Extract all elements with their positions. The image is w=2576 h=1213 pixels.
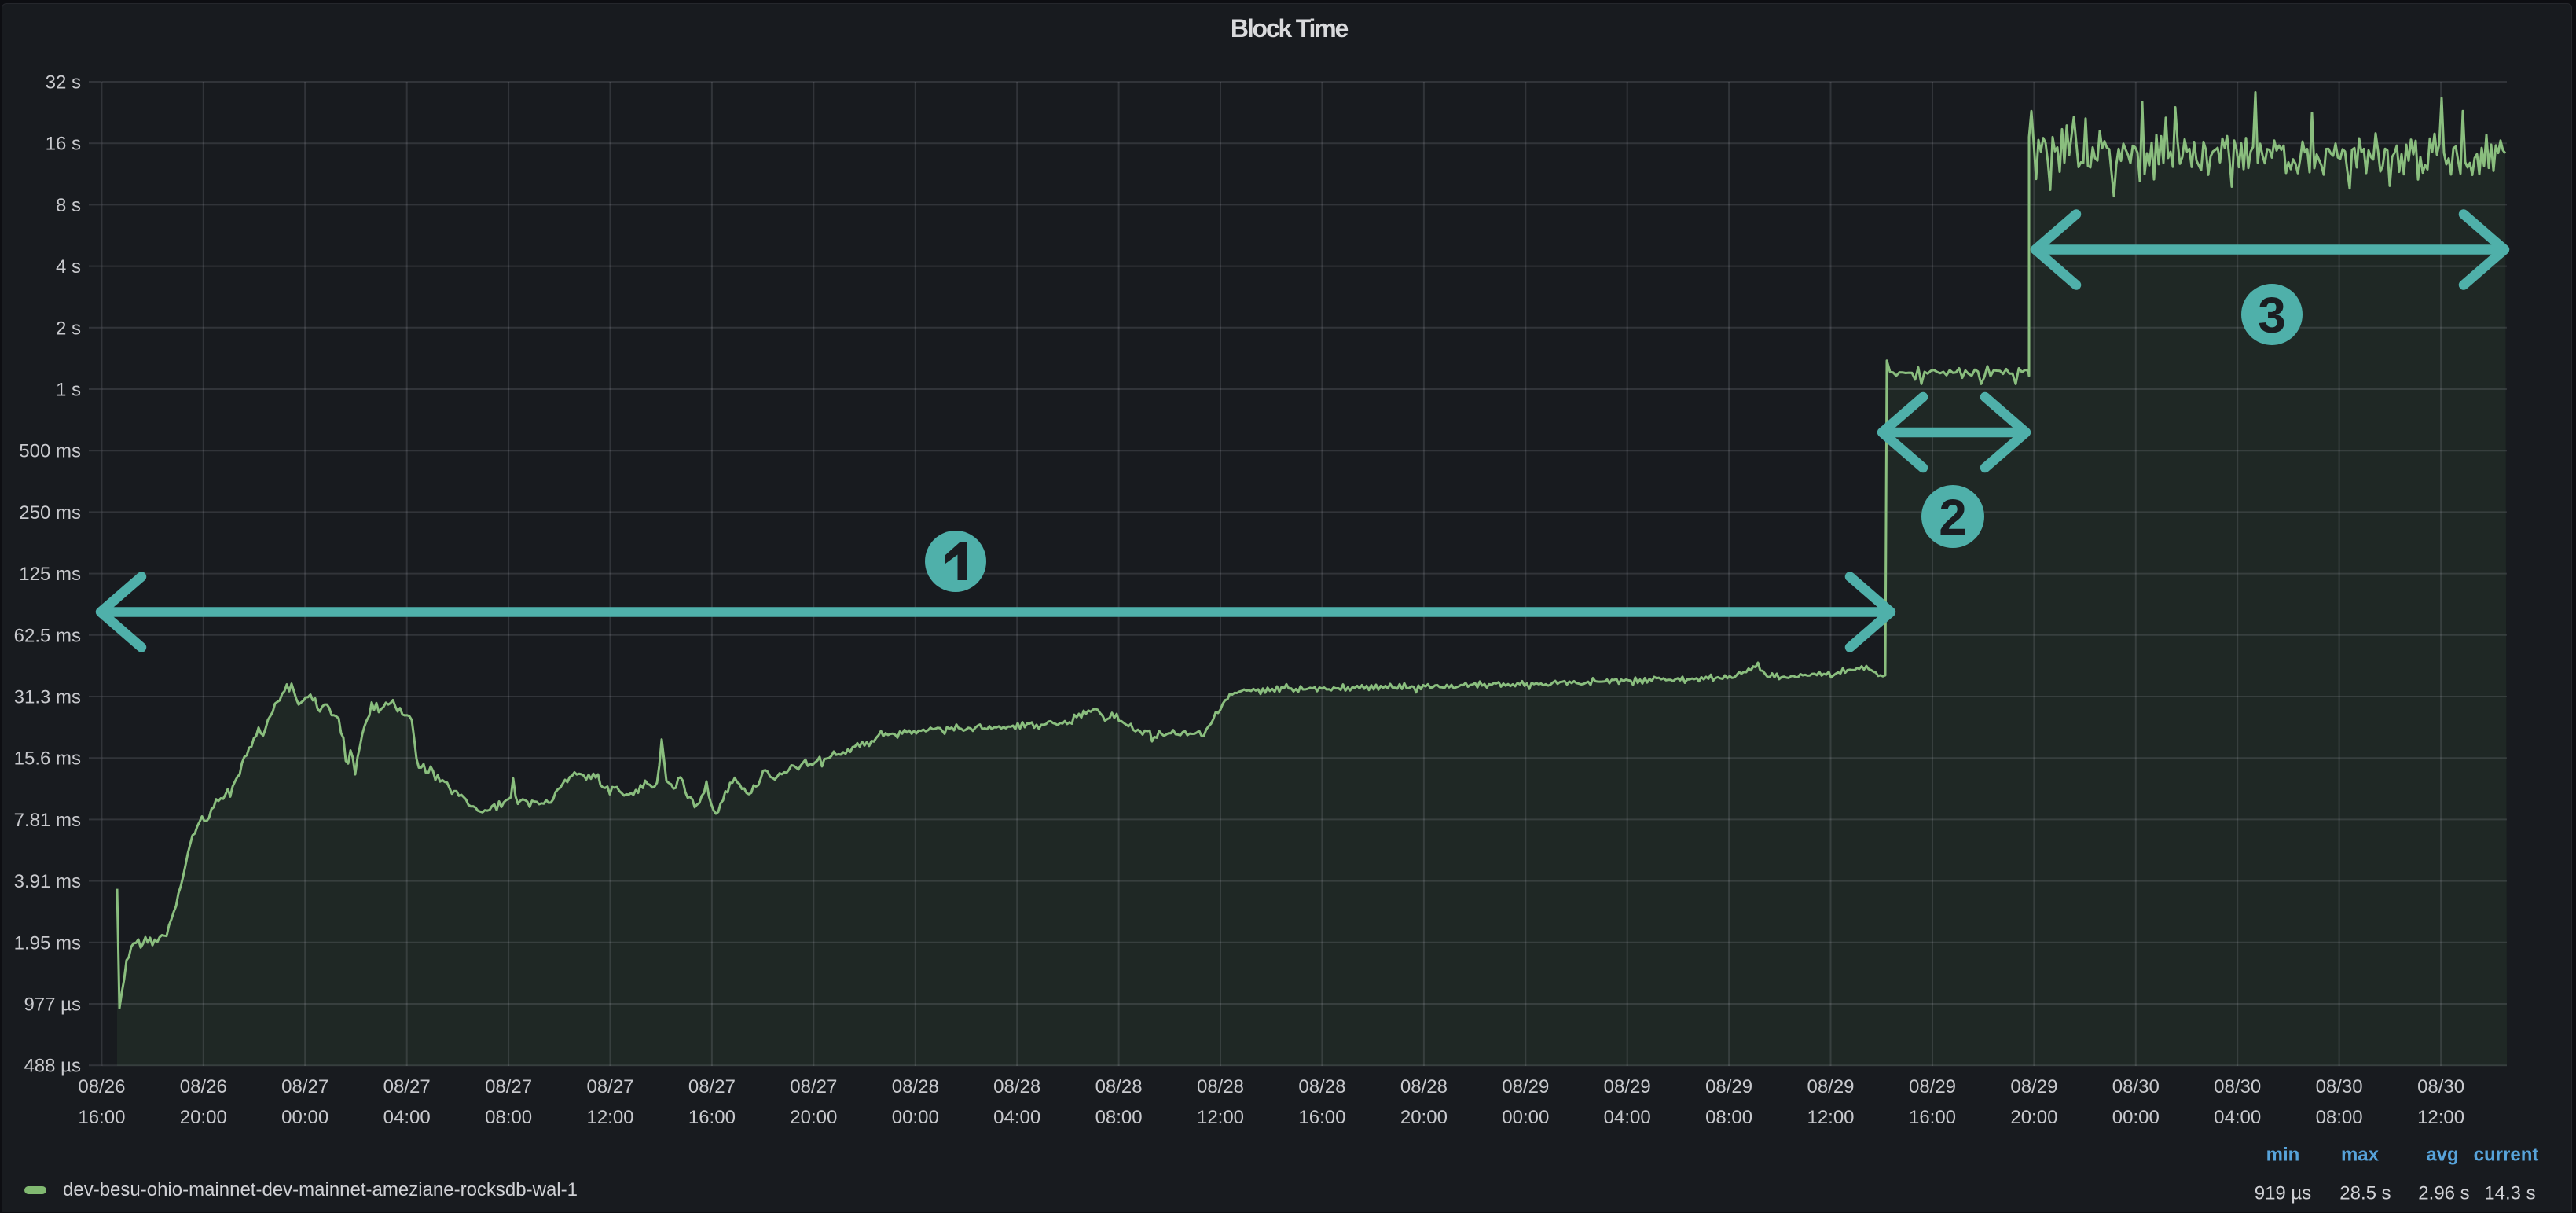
svg-text:32 s: 32 s <box>46 72 81 94</box>
svg-text:04:00: 04:00 <box>993 1107 1040 1128</box>
svg-text:2: 2 <box>1939 489 1967 546</box>
svg-text:min: min <box>2266 1145 2300 1166</box>
svg-text:04:00: 04:00 <box>2214 1107 2261 1128</box>
svg-text:08/29: 08/29 <box>1807 1076 1854 1097</box>
svg-text:2.96 s: 2.96 s <box>2418 1183 2469 1204</box>
svg-text:7.81 ms: 7.81 ms <box>14 810 81 831</box>
svg-text:20:00: 20:00 <box>2010 1107 2057 1128</box>
svg-text:08/30: 08/30 <box>2417 1076 2464 1097</box>
svg-text:08:00: 08:00 <box>2316 1107 2363 1128</box>
svg-text:00:00: 00:00 <box>2112 1107 2160 1128</box>
svg-text:08/27: 08/27 <box>383 1076 431 1097</box>
svg-text:08/27: 08/27 <box>485 1076 532 1097</box>
svg-text:14.3 s: 14.3 s <box>2484 1183 2535 1204</box>
svg-text:2 s: 2 s <box>56 318 81 339</box>
svg-text:20:00: 20:00 <box>790 1107 837 1128</box>
svg-text:08:00: 08:00 <box>1705 1107 1752 1128</box>
svg-text:08/30: 08/30 <box>2316 1076 2363 1097</box>
svg-text:1 s: 1 s <box>56 380 81 401</box>
svg-text:4 s: 4 s <box>56 256 81 278</box>
svg-text:Block Time: Block Time <box>1231 14 1349 42</box>
svg-text:20:00: 20:00 <box>1400 1107 1448 1128</box>
svg-text:12:00: 12:00 <box>2417 1107 2464 1128</box>
svg-text:62.5 ms: 62.5 ms <box>14 625 81 646</box>
svg-text:dev-besu-ohio-mainnet-dev-main: dev-besu-ohio-mainnet-dev-mainnet-amezia… <box>63 1179 578 1200</box>
svg-text:00:00: 00:00 <box>281 1107 328 1128</box>
svg-text:15.6 ms: 15.6 ms <box>14 748 81 770</box>
svg-text:08/30: 08/30 <box>2214 1076 2261 1097</box>
svg-text:28.5 s: 28.5 s <box>2339 1183 2391 1204</box>
svg-text:488 µs: 488 µs <box>24 1056 81 1077</box>
svg-text:08/27: 08/27 <box>688 1076 736 1097</box>
svg-text:08:00: 08:00 <box>485 1107 532 1128</box>
svg-text:08:00: 08:00 <box>1095 1107 1143 1128</box>
svg-text:08/26: 08/26 <box>78 1076 125 1097</box>
svg-text:16:00: 16:00 <box>78 1107 125 1128</box>
svg-text:919 µs: 919 µs <box>2255 1183 2312 1204</box>
svg-text:08/28: 08/28 <box>1400 1076 1448 1097</box>
svg-text:current: current <box>2474 1145 2539 1166</box>
svg-text:250 ms: 250 ms <box>19 502 81 524</box>
svg-text:08/28: 08/28 <box>993 1076 1040 1097</box>
svg-text:1.95 ms: 1.95 ms <box>14 932 81 954</box>
svg-text:avg: avg <box>2426 1145 2458 1166</box>
svg-text:125 ms: 125 ms <box>19 564 81 585</box>
svg-text:08/28: 08/28 <box>892 1076 939 1097</box>
svg-text:00:00: 00:00 <box>1502 1107 1549 1128</box>
svg-text:08/29: 08/29 <box>1705 1076 1752 1097</box>
svg-text:08/27: 08/27 <box>281 1076 328 1097</box>
svg-text:16:00: 16:00 <box>1298 1107 1345 1128</box>
svg-text:16:00: 16:00 <box>1909 1107 1956 1128</box>
svg-text:3.91 ms: 3.91 ms <box>14 871 81 892</box>
svg-text:16:00: 16:00 <box>688 1107 736 1128</box>
svg-text:08/26: 08/26 <box>180 1076 227 1097</box>
svg-text:08/27: 08/27 <box>790 1076 837 1097</box>
svg-text:12:00: 12:00 <box>1197 1107 1244 1128</box>
svg-text:04:00: 04:00 <box>383 1107 431 1128</box>
svg-text:04:00: 04:00 <box>1604 1107 1651 1128</box>
svg-text:08/29: 08/29 <box>1604 1076 1651 1097</box>
svg-text:08/29: 08/29 <box>1909 1076 1956 1097</box>
svg-text:08/28: 08/28 <box>1197 1076 1244 1097</box>
svg-text:20:00: 20:00 <box>180 1107 227 1128</box>
svg-text:08/30: 08/30 <box>2112 1076 2160 1097</box>
svg-text:00:00: 00:00 <box>892 1107 939 1128</box>
svg-text:12:00: 12:00 <box>586 1107 633 1128</box>
svg-text:08/29: 08/29 <box>1502 1076 1549 1097</box>
svg-text:8 s: 8 s <box>56 195 81 216</box>
svg-text:12:00: 12:00 <box>1807 1107 1854 1128</box>
svg-text:31.3 ms: 31.3 ms <box>14 687 81 708</box>
svg-text:max: max <box>2341 1145 2380 1166</box>
svg-text:08/28: 08/28 <box>1298 1076 1345 1097</box>
svg-text:08/29: 08/29 <box>2010 1076 2057 1097</box>
svg-text:977 µs: 977 µs <box>24 994 81 1016</box>
svg-text:500 ms: 500 ms <box>19 441 81 462</box>
svg-text:3: 3 <box>2258 287 2286 344</box>
svg-text:08/27: 08/27 <box>586 1076 633 1097</box>
svg-text:16 s: 16 s <box>46 134 81 155</box>
svg-text:08/28: 08/28 <box>1095 1076 1143 1097</box>
